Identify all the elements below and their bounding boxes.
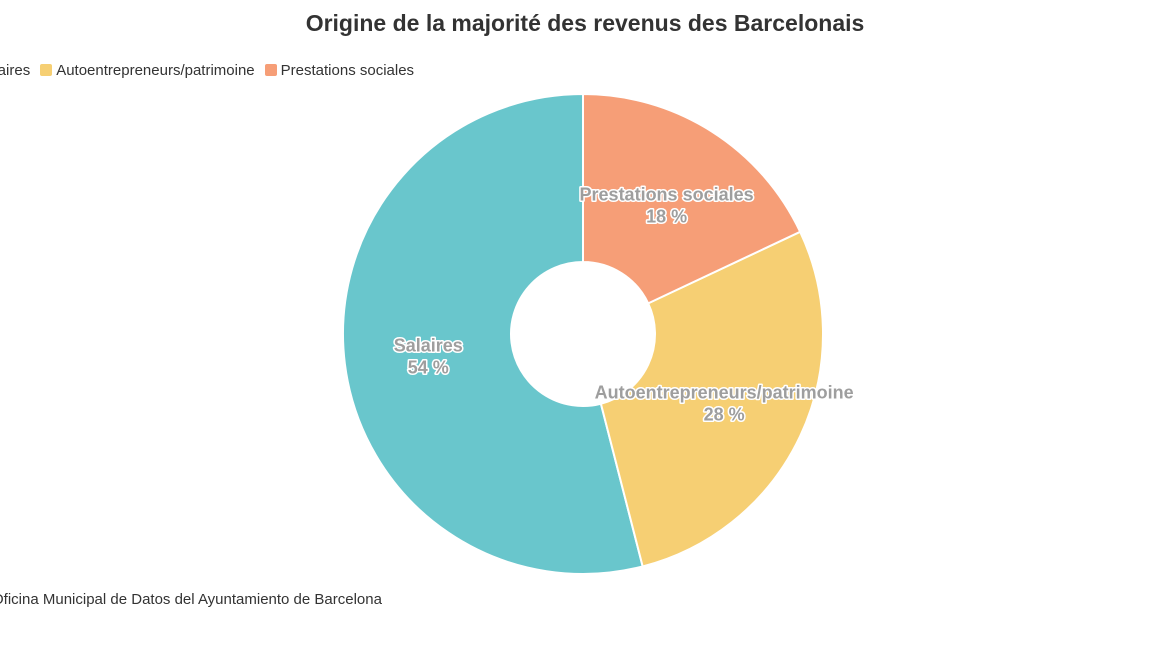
slice-prestations[interactable] [582, 92, 802, 305]
slice-label-salaires: Salaires 54 % [394, 336, 463, 378]
legend-swatch-prestations [264, 64, 277, 76]
legend-label-prestations: Prestations sociales [280, 61, 415, 79]
chart-title: Origine de la majorité des revenus des B… [305, 10, 865, 36]
legend: Salaires Autoentrepreneurs/patrimoine Pr… [0, 60, 424, 80]
slice-salaires[interactable] [342, 92, 644, 575]
legend-item-salaires[interactable]: Salaires [0, 62, 30, 79]
source-note: Oficina Municipal de Datos del Ayuntamie… [0, 591, 382, 608]
legend-swatch-autoentrepreneurs [40, 64, 53, 76]
slice-label-autoentrepreneurs: Autoentrepreneurs/patrimoine 28 % [595, 382, 854, 424]
legend-label-salaires: Salaires [0, 61, 31, 79]
slice-autoentrepreneurs[interactable] [599, 230, 824, 568]
slice-label-prestations: Prestations sociales 18 % [580, 184, 754, 226]
legend-label-autoentrepreneurs: Autoentrepreneurs/patrimoine [56, 61, 255, 79]
legend-item-prestations[interactable]: Prestations sociales [264, 61, 415, 79]
legend-item-autoentrepreneurs[interactable]: Autoentrepreneurs/patrimoine [40, 61, 255, 79]
